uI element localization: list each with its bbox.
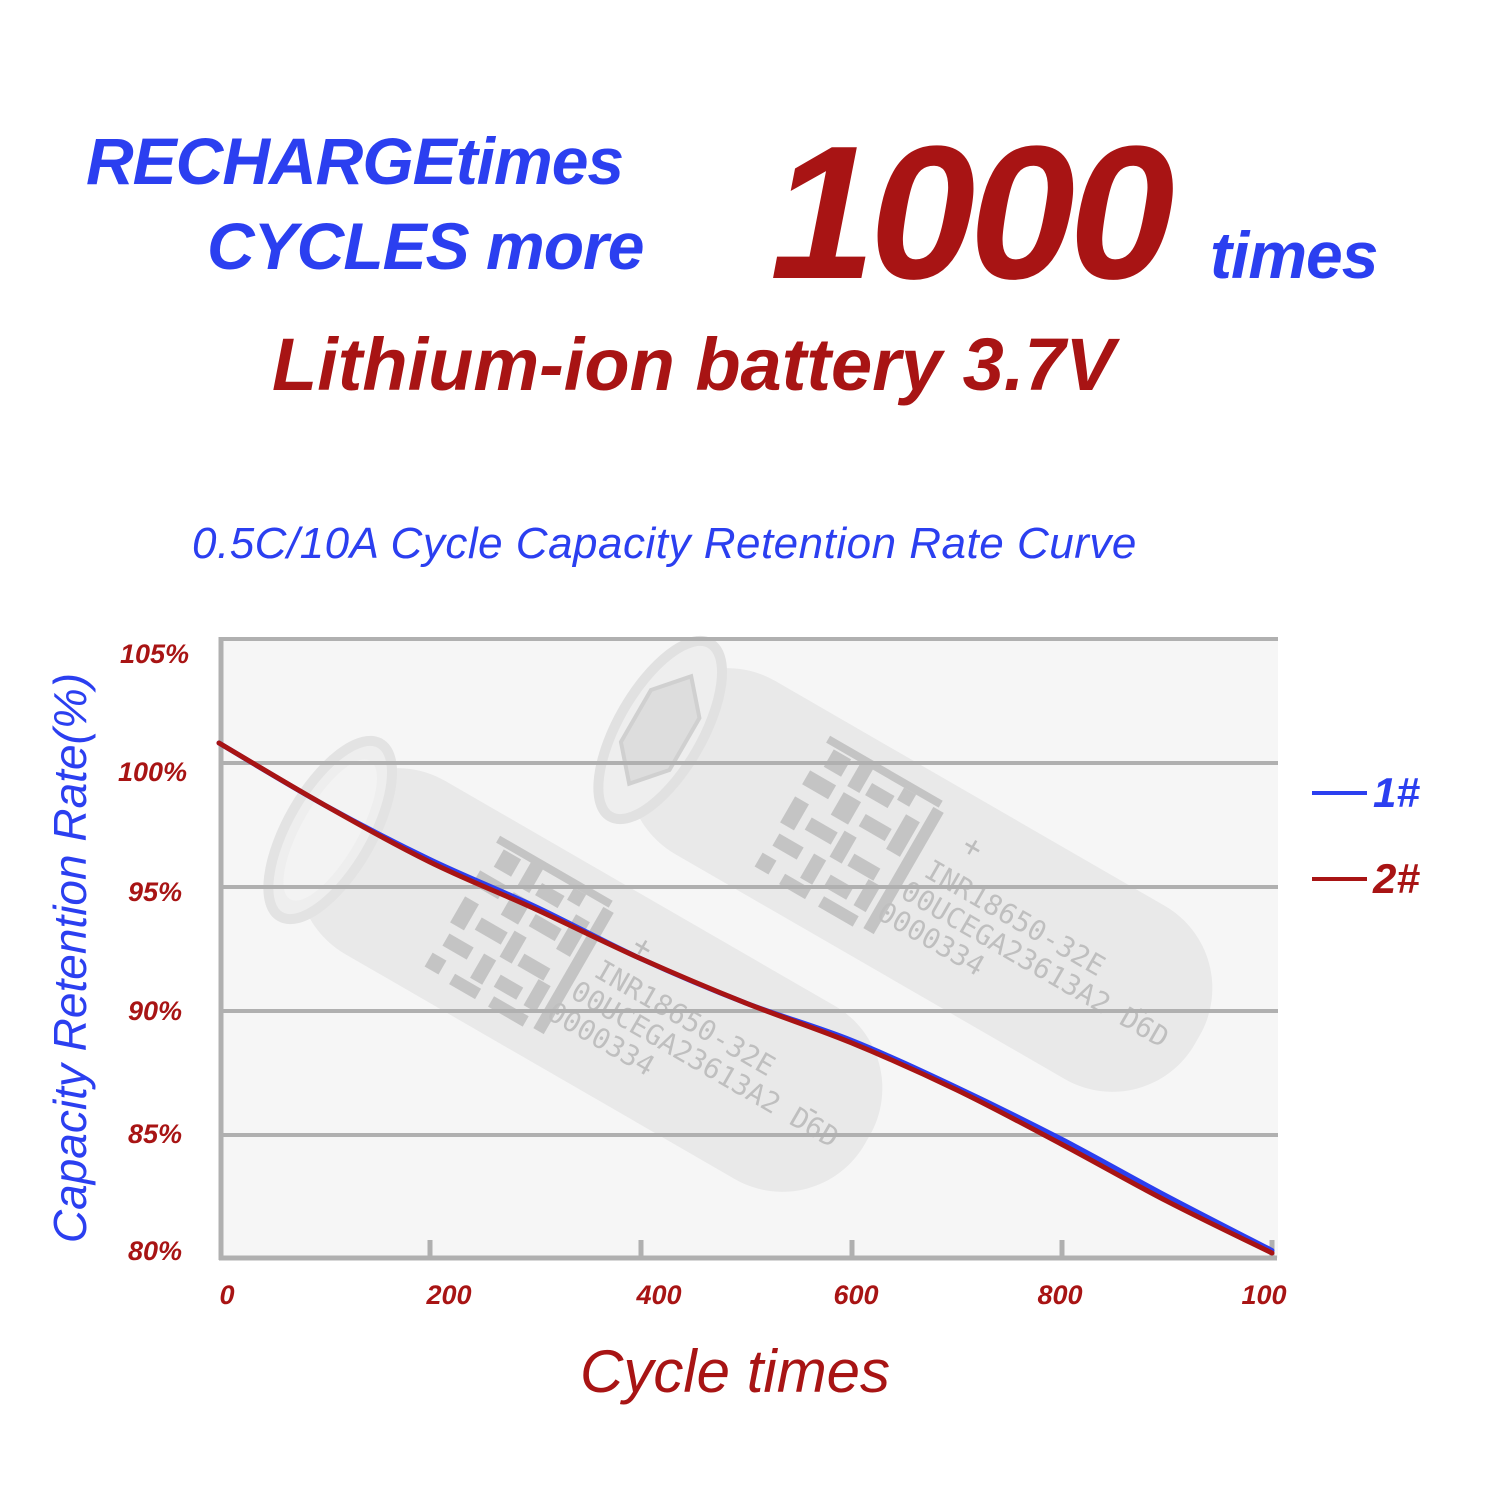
y-tick-90: 90% bbox=[128, 996, 183, 1026]
headline-times: times bbox=[1210, 218, 1378, 292]
x-tick-200: 200 bbox=[426, 1280, 472, 1310]
x-tick-0: 0 bbox=[219, 1280, 235, 1310]
legend-item-1: 1# bbox=[1312, 772, 1420, 814]
x-tick-800: 800 bbox=[1037, 1280, 1083, 1310]
chart-title: 0.5C/10A Cycle Capacity Retention Rate C… bbox=[192, 519, 1137, 568]
x-axis-label: Cycle times bbox=[580, 1338, 891, 1405]
series-2-line bbox=[216, 740, 1275, 1256]
legend-label-2: 2# bbox=[1373, 855, 1420, 902]
legend-label-1: 1# bbox=[1373, 769, 1420, 816]
headline-line-2: CYCLES more bbox=[207, 209, 644, 283]
axes bbox=[218, 637, 1277, 1261]
x-tick-600: 600 bbox=[833, 1280, 879, 1310]
headline-line-1: RECHARGEtimes bbox=[86, 124, 624, 198]
legend-item-2: 2# bbox=[1312, 858, 1420, 900]
y-tick-85: 85% bbox=[128, 1119, 183, 1149]
y-tick-80: 80% bbox=[128, 1236, 183, 1266]
x-tick-1000: 100 bbox=[1241, 1280, 1287, 1310]
y-tick-105: 105% bbox=[120, 639, 190, 669]
legend-swatch-2 bbox=[1312, 877, 1367, 881]
legend-swatch-1 bbox=[1312, 791, 1367, 795]
product-subtitle: Lithium-ion battery 3.7V bbox=[272, 323, 1115, 406]
y-tick-95: 95% bbox=[128, 877, 183, 907]
gridlines bbox=[219, 637, 1278, 1137]
x-tick-400: 400 bbox=[636, 1280, 682, 1310]
headline-big-number: 1000 bbox=[770, 107, 1175, 319]
y-tick-100: 100% bbox=[118, 757, 188, 787]
